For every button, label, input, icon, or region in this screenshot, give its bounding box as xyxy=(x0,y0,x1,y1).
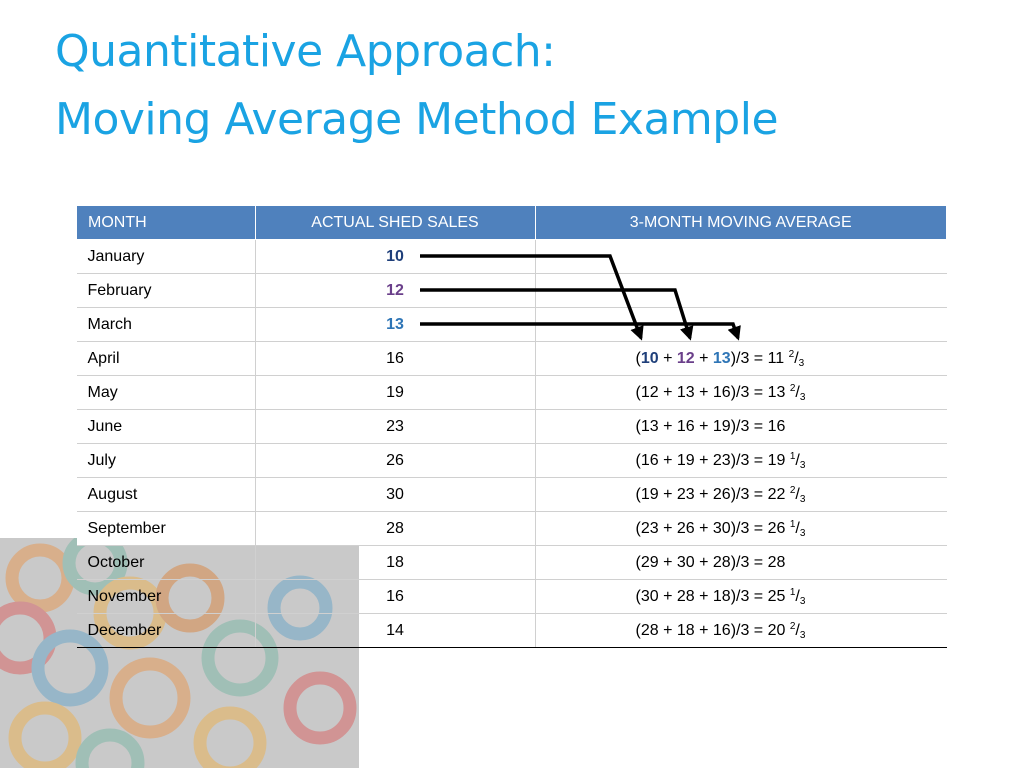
avg-cell: (12 + 13 + 16)/3 = 13 2/3 xyxy=(534,375,947,410)
table-row: May 19 (12 + 13 + 16)/3 = 13 2/3 xyxy=(76,375,947,410)
avg-term-1: 10 xyxy=(640,349,659,367)
fraction-denominator: 3 xyxy=(799,595,806,607)
fraction-denominator: 3 xyxy=(799,493,806,505)
table-header-row: MONTH ACTUAL SHED SALES 3-MONTH MOVING A… xyxy=(76,205,947,240)
sales-cell: 30 xyxy=(254,477,535,512)
month-cell: May xyxy=(76,375,255,410)
avg-expression: (13 + 16 + 19)/3 = 16 xyxy=(635,417,786,435)
month-cell: January xyxy=(76,239,255,274)
title-line-1: Quantitative Approach: xyxy=(55,26,556,77)
avg-expression: (19 + 23 + 26)/3 = 22 xyxy=(635,485,786,503)
table-row: June 23 (13 + 16 + 19)/3 = 16 xyxy=(76,409,947,444)
table-row: September 28 (23 + 26 + 30)/3 = 26 1/3 xyxy=(76,511,947,546)
sales-cell: 10 xyxy=(254,239,535,274)
avg-expression: (12 + 13 + 16)/3 = 13 xyxy=(635,383,786,401)
avg-cell: (29 + 30 + 28)/3 = 28 xyxy=(534,545,947,580)
month-cell: July xyxy=(76,443,255,478)
fraction-numerator: 2 xyxy=(789,382,796,394)
fraction-numerator: 1 xyxy=(789,518,796,530)
title-line-2: Moving Average Method Example xyxy=(55,94,779,145)
avg-result: 11 xyxy=(767,349,785,367)
avg-cell: (13 + 16 + 19)/3 = 16 xyxy=(534,409,947,444)
sales-cell: 18 xyxy=(254,545,535,580)
fraction-denominator: 3 xyxy=(798,357,805,369)
fraction-numerator: 1 xyxy=(789,450,796,462)
sales-cell: 19 xyxy=(254,375,535,410)
sales-cell: 28 xyxy=(254,511,535,546)
avg-expression: (28 + 18 + 16)/3 = 20 xyxy=(635,621,786,639)
fraction-denominator: 3 xyxy=(799,629,806,641)
moving-average-table: MONTH ACTUAL SHED SALES 3-MONTH MOVING A… xyxy=(76,205,947,648)
fraction-numerator: 1 xyxy=(789,586,796,598)
fraction-denominator: 3 xyxy=(799,459,806,471)
avg-cell: (19 + 23 + 26)/3 = 22 2/3 xyxy=(534,477,947,512)
table-row: December 14 (28 + 18 + 16)/3 = 20 2/3 xyxy=(76,613,947,648)
avg-cell: (23 + 26 + 30)/3 = 26 1/3 xyxy=(534,511,947,546)
month-cell: October xyxy=(76,545,255,580)
avg-cell: (30 + 28 + 18)/3 = 25 1/3 xyxy=(534,579,947,614)
avg-expression: (16 + 19 + 23)/3 = 19 xyxy=(635,451,786,469)
fraction-denominator: 3 xyxy=(799,391,806,403)
month-cell: March xyxy=(76,307,255,342)
avg-cell: (10 + 12 + 13)/3 = 11 2/3 xyxy=(534,341,947,376)
table-row: November 16 (30 + 28 + 18)/3 = 25 1/3 xyxy=(76,579,947,614)
avg-cell: (16 + 19 + 23)/3 = 19 1/3 xyxy=(534,443,947,478)
month-cell: November xyxy=(76,579,255,614)
table-row: February 12 xyxy=(76,273,947,308)
avg-expression: (29 + 30 + 28)/3 = 28 xyxy=(635,553,786,571)
header-actual-sales: ACTUAL SHED SALES xyxy=(254,205,536,240)
table-row: July 26 (16 + 19 + 23)/3 = 19 1/3 xyxy=(76,443,947,478)
sales-value-highlight: 10 xyxy=(386,247,404,265)
avg-expression: (30 + 28 + 18)/3 = 25 xyxy=(635,587,786,605)
table-row: January 10 xyxy=(76,239,947,274)
sales-cell: 16 xyxy=(254,341,535,376)
fraction-numerator: 2 xyxy=(788,348,795,360)
header-moving-average: 3-MONTH MOVING AVERAGE xyxy=(534,205,947,240)
table-row: August 30 (19 + 23 + 26)/3 = 22 2/3 xyxy=(76,477,947,512)
fraction-numerator: 2 xyxy=(789,620,796,632)
fraction-numerator: 2 xyxy=(789,484,796,496)
table-row: April 16 (10 + 12 + 13)/3 = 11 2/3 xyxy=(76,341,947,376)
sales-cell: 23 xyxy=(254,409,535,444)
month-cell: September xyxy=(76,511,255,546)
month-cell: April xyxy=(76,341,255,376)
month-cell: June xyxy=(76,409,255,444)
sales-cell: 14 xyxy=(254,613,535,648)
month-cell: August xyxy=(76,477,255,512)
avg-cell xyxy=(534,273,947,308)
avg-cell xyxy=(534,239,947,274)
sales-cell: 16 xyxy=(254,579,535,614)
table-row: March 13 xyxy=(76,307,947,342)
sales-cell: 12 xyxy=(254,273,535,308)
avg-expression: (23 + 26 + 30)/3 = 26 xyxy=(635,519,786,537)
sales-cell: 26 xyxy=(254,443,535,478)
header-month: MONTH xyxy=(76,205,256,240)
sales-cell: 13 xyxy=(254,307,535,342)
avg-term-2: 12 xyxy=(676,349,695,367)
table-row: October 18 (29 + 30 + 28)/3 = 28 xyxy=(76,545,947,580)
avg-term-3: 13 xyxy=(712,349,731,367)
sales-value-highlight: 12 xyxy=(386,281,404,299)
sales-value-highlight: 13 xyxy=(386,315,404,333)
month-cell: December xyxy=(76,613,255,648)
slide-title: Quantitative Approach: Moving Average Me… xyxy=(55,18,779,154)
month-cell: February xyxy=(76,273,255,308)
avg-cell xyxy=(534,307,947,342)
fraction-denominator: 3 xyxy=(799,527,806,539)
avg-cell: (28 + 18 + 16)/3 = 20 2/3 xyxy=(534,613,947,648)
